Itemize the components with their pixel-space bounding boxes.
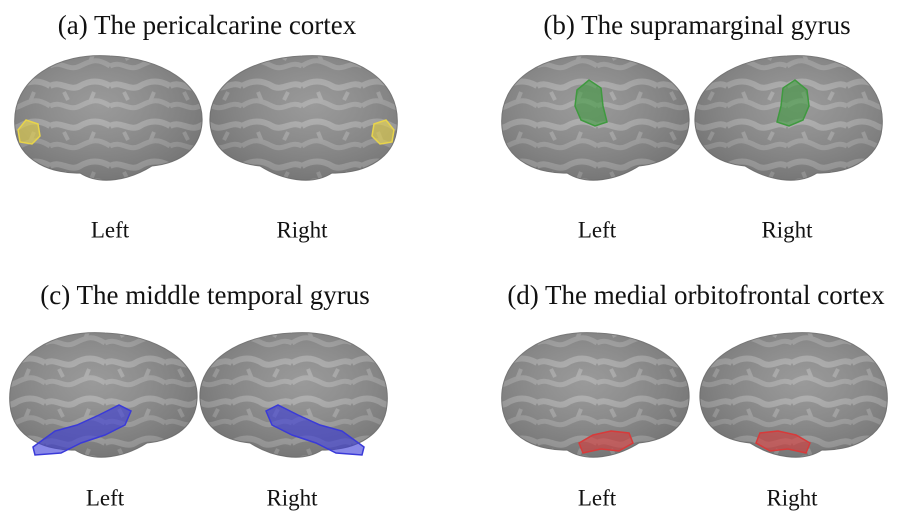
brain-image (501, 332, 690, 458)
hemisphere-label: Left (578, 217, 617, 242)
brain-region (578, 430, 634, 454)
brain-image (199, 332, 388, 458)
hemisphere-label: Left (86, 485, 125, 510)
panel: (a) The pericalcarine cortex Left Right (14, 10, 398, 242)
brain-region (371, 119, 395, 145)
hemisphere-label: Right (766, 485, 818, 510)
brain-region (755, 430, 811, 454)
panel: (c) The middle temporal gyrus Left Right (9, 280, 388, 510)
hemisphere-label: Left (91, 217, 130, 242)
hemisphere-label: Right (276, 217, 328, 242)
brain-image (209, 55, 398, 181)
panel: (d) The medial orbitofrontal cortex Left R… (501, 280, 888, 510)
brain-shading (501, 332, 690, 458)
panel-title: (b) The supramarginal gyrus (543, 10, 850, 40)
brain-image (501, 55, 690, 181)
panel-title: (d) The medial orbitofrontal cortex (507, 280, 885, 310)
brain-region (776, 79, 810, 127)
hemisphere-label: Left (578, 485, 617, 510)
brain-image (14, 55, 203, 181)
brain-shading (14, 55, 203, 181)
hemisphere-label: Right (761, 217, 813, 242)
panel-title: (c) The middle temporal gyrus (40, 280, 369, 310)
hemisphere-label: Right (266, 485, 318, 510)
brain-shading (199, 332, 388, 458)
brain-image (699, 332, 888, 458)
panel-title: (a) The pericalcarine cortex (58, 10, 357, 40)
brain-region (32, 404, 132, 456)
brain-shading (9, 332, 198, 458)
brain-shading (209, 55, 398, 181)
brain-image (694, 55, 883, 181)
brain-image (9, 332, 198, 458)
brain-shading (699, 332, 888, 458)
brain-region (265, 404, 365, 456)
brain-region (17, 119, 41, 145)
panel: (b) The supramarginal gyrus Left Right (501, 10, 883, 242)
brain-region (574, 79, 608, 127)
